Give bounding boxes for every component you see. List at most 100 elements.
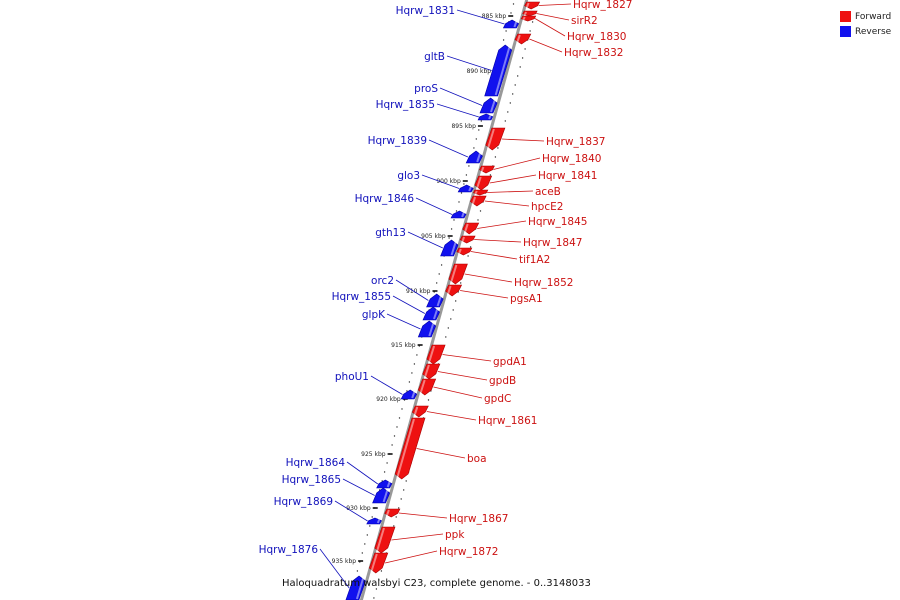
gene-label-phoU1[interactable]: phoU1: [335, 371, 369, 383]
gene-label-Hqrw_1827[interactable]: Hqrw_1827: [573, 0, 632, 11]
gene-label-Hqrw_1832[interactable]: Hqrw_1832: [564, 47, 623, 59]
gene-arrow-gpdA1: [426, 344, 446, 365]
scale-dot: [416, 354, 418, 356]
gene-label-ppk[interactable]: ppk: [445, 529, 465, 541]
gene-highlight: [396, 418, 415, 479]
scale-dot: [453, 219, 455, 221]
gene-label-hpcE2[interactable]: hpcE2: [531, 201, 563, 213]
gene-label-pgsA1[interactable]: pgsA1: [510, 293, 543, 305]
scale-dot: [519, 66, 521, 68]
gene-arrow-Hqrw_1852: [448, 263, 468, 285]
legend: Forward Reverse: [840, 9, 900, 39]
gene-highlight: [449, 264, 458, 284]
gene-highlight: [486, 128, 495, 150]
scale-dot: [371, 516, 373, 518]
scale-dot: [413, 363, 416, 365]
gene-label-Hqrw_1869[interactable]: Hqrw_1869: [274, 496, 333, 508]
scale-dot: [473, 147, 475, 149]
gene-label-glpK[interactable]: glpK: [362, 309, 386, 321]
gene-label-Hqrw_1835[interactable]: Hqrw_1835: [376, 99, 435, 111]
gene-label-Hqrw_1846[interactable]: Hqrw_1846: [355, 193, 415, 205]
gene-label-Hqrw_1839[interactable]: Hqrw_1839: [368, 135, 427, 147]
gene-label-gpdA1[interactable]: gpdA1: [493, 356, 527, 368]
gene-highlight: [476, 151, 482, 163]
gene-label-Hqrw_1845[interactable]: Hqrw_1845: [528, 216, 587, 228]
scale-dot: [512, 93, 514, 95]
leader-line: [442, 354, 492, 362]
gene-label-Hqrw_1861[interactable]: Hqrw_1861: [478, 415, 537, 427]
gene-arrow-Hqrw_1845: [462, 222, 480, 235]
scale-dot: [504, 120, 506, 122]
gene-highlight: [475, 176, 482, 190]
gene-label-Hqrw_1840[interactable]: Hqrw_1840: [542, 153, 601, 165]
gene-label-glo3[interactable]: glo3: [397, 170, 420, 182]
gene-features: [345, 1, 541, 600]
gene-highlight: [474, 190, 478, 195]
gene-label-orc2[interactable]: orc2: [371, 275, 394, 287]
gene-label-gpdC[interactable]: gpdC: [484, 393, 511, 405]
gene-highlight: [355, 576, 365, 600]
scale-dot: [373, 597, 375, 599]
scale-dot: [405, 480, 407, 482]
tick-label: 890 kbp: [467, 68, 492, 75]
gene-label-Hqrw_1852[interactable]: Hqrw_1852: [514, 277, 573, 289]
scale-dot: [468, 165, 470, 167]
tick-label: 935 kbp: [332, 558, 357, 565]
scale-dot: [366, 534, 368, 536]
gene-arrow-Hqrw_1855: [422, 306, 440, 321]
leader-line: [474, 239, 522, 243]
scale-dot: [395, 516, 397, 518]
scale-dot: [505, 30, 507, 32]
gene-arrow-pgsA1: [445, 284, 463, 297]
gene-highlight: [375, 527, 385, 553]
gene-label-sirR2[interactable]: sirR2: [571, 15, 598, 27]
genome-backbone: [359, 0, 529, 600]
gene-label-tif1A2[interactable]: tif1A2: [519, 254, 550, 266]
scale-dot: [386, 462, 388, 464]
scale-dot: [494, 156, 497, 158]
gene-arrow-Hqrw_1846: [450, 210, 467, 219]
leader-line: [421, 174, 460, 189]
gene-label-Hqrw_1876[interactable]: Hqrw_1876: [259, 544, 319, 556]
gene-highlight: [446, 285, 452, 296]
tick-label: 910 kbp: [406, 288, 431, 295]
gene-label-Hqrw_1830[interactable]: Hqrw_1830: [567, 31, 626, 43]
scale-dot: [455, 300, 457, 302]
leader-line: [446, 55, 492, 71]
scale-dot: [364, 543, 366, 545]
gene-label-Hqrw_1865[interactable]: Hqrw_1865: [282, 474, 341, 486]
gene-label-Hqrw_1872[interactable]: Hqrw_1872: [439, 546, 498, 558]
gene-label-gltB[interactable]: gltB: [424, 51, 445, 63]
gene-label-proS[interactable]: proS: [414, 83, 438, 95]
leader-line: [464, 273, 513, 283]
gene-label-aceB[interactable]: aceB: [535, 186, 561, 198]
gene-highlight: [457, 248, 462, 255]
scale-dot: [403, 489, 405, 491]
scale-dot: [411, 372, 413, 374]
gene-label-Hqrw_1837[interactable]: Hqrw_1837: [546, 136, 605, 148]
scale-dot: [398, 507, 400, 509]
scale-dot: [460, 192, 463, 194]
gene-highlight: [525, 2, 530, 9]
scale-dot: [380, 570, 383, 572]
gene-label-gpdB[interactable]: gpdB: [489, 375, 516, 387]
scale-dot: [438, 273, 440, 275]
gene-label-boa[interactable]: boa: [467, 453, 487, 465]
gene-label-Hqrw_1831[interactable]: Hqrw_1831: [396, 5, 455, 17]
gene-label-Hqrw_1867[interactable]: Hqrw_1867: [449, 513, 508, 525]
gene-label-Hqrw_1847[interactable]: Hqrw_1847: [523, 237, 582, 249]
scale-dot: [396, 426, 398, 428]
gene-label-Hqrw_1841[interactable]: Hqrw_1841: [538, 170, 597, 182]
leader-line: [487, 190, 534, 193]
leader-line: [534, 18, 566, 37]
gene-highlight: [516, 34, 521, 44]
gene-label-Hqrw_1864[interactable]: Hqrw_1864: [286, 457, 346, 469]
gene-label-Hqrw_1855[interactable]: Hqrw_1855: [332, 291, 391, 303]
gene-highlight: [436, 294, 443, 307]
gene-label-gth13[interactable]: gth13: [375, 227, 406, 239]
scale-dot: [458, 201, 460, 203]
scale-dot: [521, 57, 524, 59]
leader-line: [484, 200, 530, 207]
scale-dot: [448, 237, 450, 239]
leader-line: [477, 220, 527, 229]
